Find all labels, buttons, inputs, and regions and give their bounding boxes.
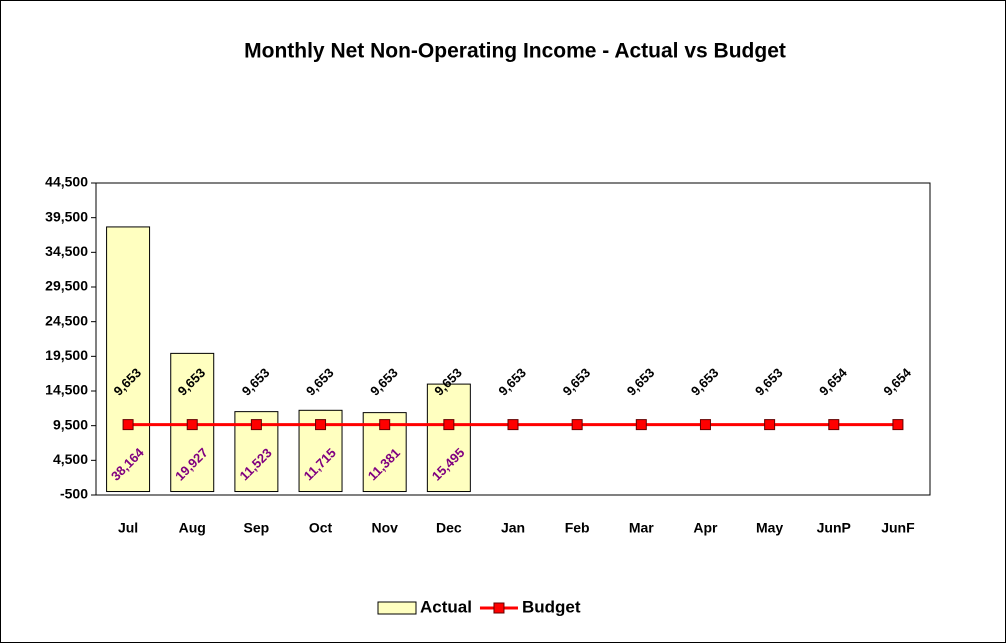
x-tick-label: JunP [817,520,851,536]
marker [443,419,455,431]
x-tick-label: Jan [501,520,525,536]
y-tick-label: 9,500 [53,416,88,432]
legend-label: Actual [420,597,472,616]
marker [764,419,776,431]
x-tick-label: Mar [629,520,654,536]
legend-swatch [377,601,417,615]
y-tick-label: 24,500 [45,312,88,328]
x-tick-label: May [756,520,783,536]
legend-label: Budget [522,597,581,616]
marker [379,419,391,431]
x-tick-label: JunF [881,520,915,536]
marker [699,419,711,431]
marker [122,419,134,431]
x-tick-label: Apr [693,520,718,536]
y-tick-label: 4,500 [53,451,88,467]
x-tick-label: Nov [371,520,398,536]
y-tick-label: 19,500 [45,347,88,363]
y-tick-label: 34,500 [45,243,88,259]
marker [635,419,647,431]
bar [426,383,471,493]
x-tick-label: Feb [565,520,590,536]
marker [828,419,840,431]
y-tick-label: 44,500 [45,174,88,190]
marker [186,419,198,431]
x-tick-label: Oct [309,520,333,536]
marker [250,419,262,431]
marker [571,419,583,431]
marker [315,419,327,431]
x-tick-label: Jul [118,520,138,536]
x-tick-label: Dec [436,520,462,536]
legend-marker [493,602,505,614]
y-tick-label: 14,500 [45,382,88,398]
x-tick-label: Sep [244,520,270,536]
y-tick-label: -500 [60,486,88,502]
y-tick-label: 29,500 [45,278,88,294]
marker [892,419,904,431]
plot-area [95,182,931,496]
x-tick-label: Aug [179,520,206,536]
y-tick-label: 39,500 [45,208,88,224]
chart-title: Monthly Net Non-Operating Income - Actua… [244,40,786,63]
bar [106,226,151,493]
marker [507,419,519,431]
